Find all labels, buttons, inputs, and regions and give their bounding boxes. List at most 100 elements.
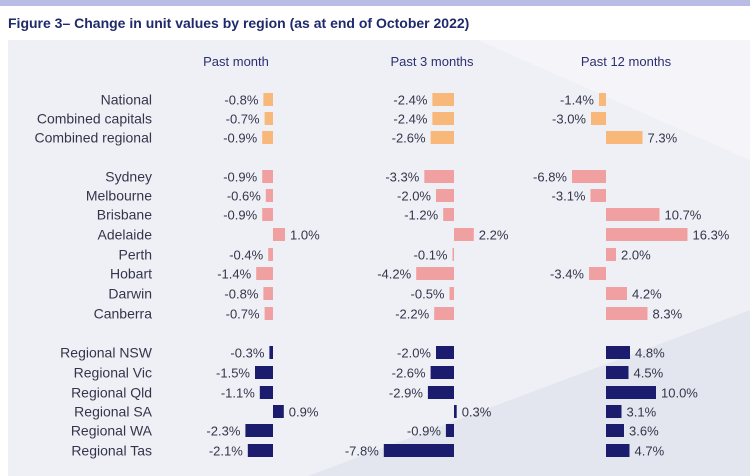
bar-past-month-sydney — [262, 170, 273, 183]
value-label-past-12-months-brisbane: 10.7% — [665, 208, 702, 223]
category-label-regional-vic: Regional Vic — [74, 365, 152, 381]
value-label-past-12-months-hobart: -3.4% — [550, 267, 584, 282]
series-header-past-12-months: Past 12 months — [581, 54, 672, 69]
value-label-past-3-months-combined-capitals: -2.4% — [393, 112, 427, 127]
bar-past-12-months-regional-qld — [606, 386, 656, 399]
bar-past-3-months-adelaide — [454, 228, 474, 241]
top-accent-line — [0, 0, 750, 6]
bar-past-12-months-regional-vic — [606, 366, 629, 379]
category-label-regional-nsw: Regional NSW — [60, 345, 153, 361]
value-label-past-month-perth: -0.4% — [229, 248, 263, 263]
bar-past-month-regional-wa — [245, 424, 273, 437]
bar-past-month-regional-sa — [273, 405, 284, 418]
value-label-past-month-regional-wa: -2.3% — [206, 424, 240, 439]
value-label-past-month-darwin: -0.8% — [224, 287, 258, 302]
category-label-regional-qld: Regional Qld — [71, 385, 152, 401]
chart-panel: National Combined capitals Combined region… — [8, 40, 750, 476]
value-label-past-month-canberra: -0.7% — [226, 307, 260, 322]
value-label-past-month-melbourne: -0.6% — [227, 189, 261, 204]
unit-values-bar-chart: National Combined capitals Combined region… — [34, 54, 730, 459]
category-label-adelaide: Adelaide — [98, 227, 153, 243]
bar-past-3-months-regional-qld — [427, 386, 454, 399]
category-label-brisbane: Brisbane — [97, 207, 152, 223]
value-label-past-12-months-regional-vic: 4.5% — [634, 366, 664, 381]
bar-past-3-months-hobart — [416, 267, 454, 280]
bar-past-3-months-combined-regional — [430, 131, 454, 144]
value-label-past-month-sydney: -0.9% — [223, 170, 257, 185]
category-label-darwin: Darwin — [108, 286, 152, 302]
bar-past-month-hobart — [256, 267, 273, 280]
value-label-past-12-months-adelaide: 16.3% — [693, 228, 730, 243]
category-label-regional-tas: Regional Tas — [71, 443, 152, 459]
value-label-past-3-months-regional-nsw: -2.0% — [397, 346, 431, 361]
bar-past-12-months-brisbane — [606, 208, 660, 221]
figure-title: Figure 3– Change in unit values by regio… — [8, 15, 470, 31]
category-label-regional-sa: Regional SA — [74, 404, 152, 420]
value-label-past-3-months-hobart: -4.2% — [377, 267, 411, 282]
bar-past-month-melbourne — [265, 189, 273, 202]
value-label-past-3-months-darwin: -0.5% — [411, 287, 445, 302]
value-label-past-12-months-regional-wa: 3.6% — [629, 424, 659, 439]
value-label-past-12-months-melbourne: -3.1% — [552, 189, 586, 204]
value-label-past-3-months-melbourne: -2.0% — [397, 189, 431, 204]
value-label-past-month-regional-tas: -2.1% — [209, 444, 243, 459]
bar-past-month-adelaide — [273, 228, 285, 241]
bar-past-12-months-regional-tas — [606, 444, 630, 457]
category-label-combined-regional: Combined regional — [34, 130, 152, 146]
category-label-perth: Perth — [119, 247, 152, 263]
category-label-combined-capitals: Combined capitals — [37, 111, 152, 127]
bar-past-12-months-regional-sa — [606, 405, 622, 418]
bar-past-3-months-regional-tas — [383, 444, 454, 457]
value-label-past-month-regional-sa: 0.9% — [289, 405, 319, 420]
bar-past-12-months-regional-nsw — [606, 346, 630, 359]
value-label-past-3-months-brisbane: -1.2% — [404, 208, 438, 223]
bar-past-3-months-combined-capitals — [432, 112, 454, 125]
bar-past-3-months-perth — [452, 248, 454, 261]
value-label-past-3-months-canberra: -2.2% — [395, 307, 429, 322]
bar-past-month-regional-nsw — [269, 346, 273, 359]
bar-past-12-months-combined-regional — [606, 131, 643, 144]
value-label-past-12-months-regional-nsw: 4.8% — [635, 346, 665, 361]
series-header-past-3-months: Past 3 months — [390, 54, 474, 69]
value-label-past-3-months-sydney: -3.3% — [385, 170, 419, 185]
value-label-past-3-months-regional-wa: -0.9% — [407, 424, 441, 439]
category-label-hobart: Hobart — [110, 266, 152, 282]
value-label-past-month-adelaide: 1.0% — [290, 228, 320, 243]
value-label-past-12-months-canberra: 8.3% — [653, 307, 683, 322]
value-label-past-month-national: -0.8% — [224, 93, 258, 108]
bar-past-month-regional-qld — [259, 386, 273, 399]
value-label-past-12-months-regional-qld: 10.0% — [661, 386, 698, 401]
value-label-past-month-regional-qld: -1.1% — [221, 386, 255, 401]
bar-past-12-months-national — [599, 93, 606, 106]
bar-past-month-combined-regional — [262, 131, 273, 144]
value-label-past-12-months-sydney: -6.8% — [533, 170, 567, 185]
value-label-past-12-months-regional-sa: 3.1% — [627, 405, 657, 420]
series-header-past-month: Past month — [203, 54, 269, 69]
value-label-past-3-months-national: -2.4% — [393, 93, 427, 108]
value-label-past-3-months-regional-sa: 0.3% — [462, 405, 492, 420]
value-label-past-month-regional-vic: -1.5% — [216, 366, 250, 381]
bar-past-month-national — [263, 93, 273, 106]
bar-past-3-months-sydney — [424, 170, 454, 183]
value-label-past-12-months-regional-tas: 4.7% — [635, 444, 665, 459]
bar-past-3-months-melbourne — [436, 189, 454, 202]
bar-past-month-regional-vic — [255, 366, 273, 379]
bar-past-month-darwin — [263, 287, 273, 300]
bar-past-12-months-perth — [606, 248, 616, 261]
value-label-past-3-months-regional-tas: -7.8% — [345, 444, 379, 459]
bar-past-3-months-darwin — [449, 287, 454, 300]
background-decoration — [308, 40, 750, 476]
bar-past-3-months-canberra — [434, 307, 454, 320]
value-label-past-12-months-perth: 2.0% — [621, 248, 651, 263]
bar-past-month-brisbane — [262, 208, 273, 221]
bar-past-3-months-national — [432, 93, 454, 106]
value-label-past-12-months-combined-regional: 7.3% — [648, 131, 678, 146]
bar-past-12-months-combined-capitals — [591, 112, 606, 125]
bar-past-month-regional-tas — [247, 444, 273, 457]
value-label-past-month-regional-nsw: -0.3% — [230, 346, 264, 361]
value-label-past-month-combined-capitals: -0.7% — [226, 112, 260, 127]
category-label-regional-wa: Regional WA — [71, 423, 153, 439]
bar-past-12-months-hobart — [589, 267, 606, 280]
bar-past-month-combined-capitals — [264, 112, 273, 125]
bar-past-12-months-darwin — [606, 287, 627, 300]
